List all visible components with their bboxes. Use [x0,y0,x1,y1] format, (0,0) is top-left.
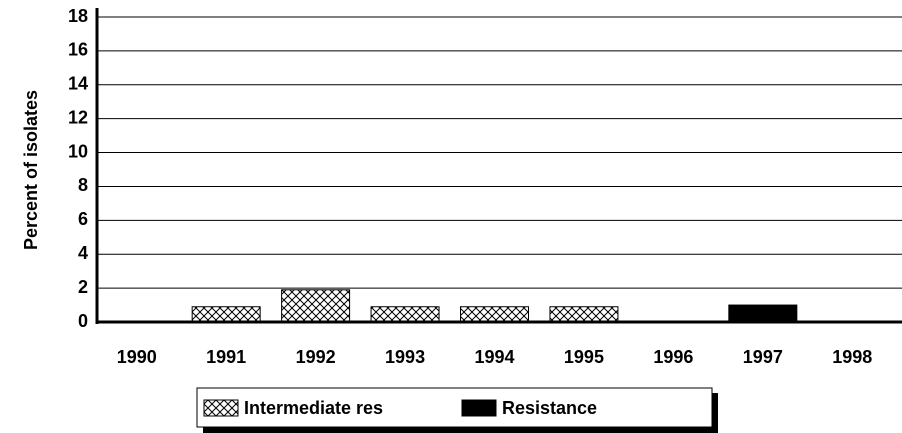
bar [281,289,351,323]
y-tick-label: 0 [78,311,88,331]
x-tick-label: 1995 [564,347,604,367]
bar [191,306,261,323]
bar [728,304,798,323]
bar [370,306,440,323]
y-tick-label: 8 [78,175,88,195]
x-tick-label: 1998 [832,347,872,367]
bar [549,306,619,323]
y-tick-label: 12 [68,107,88,127]
y-tick-label: 14 [68,74,88,94]
x-tick-label: 1994 [474,347,514,367]
x-tick-label: 1991 [206,347,246,367]
y-axis-label: Percent of isolates [21,90,41,250]
legend-swatch [461,399,497,417]
legend-label: Intermediate res [244,398,383,418]
x-tick-label: 1997 [743,347,783,367]
bar [460,306,529,323]
x-tick-label: 1993 [385,347,425,367]
y-tick-label: 10 [68,141,88,161]
legend [196,387,713,428]
y-tick-label: 4 [78,243,88,263]
y-tick-label: 2 [78,277,88,297]
y-tick-label: 16 [68,40,88,60]
x-tick-label: 1992 [296,347,336,367]
x-tick-label: 1990 [117,347,157,367]
legend-swatch [203,399,239,417]
legend-label: Resistance [502,398,597,418]
y-tick-label: 6 [78,209,88,229]
x-tick-label: 1996 [653,347,693,367]
y-tick-label: 18 [68,6,88,26]
